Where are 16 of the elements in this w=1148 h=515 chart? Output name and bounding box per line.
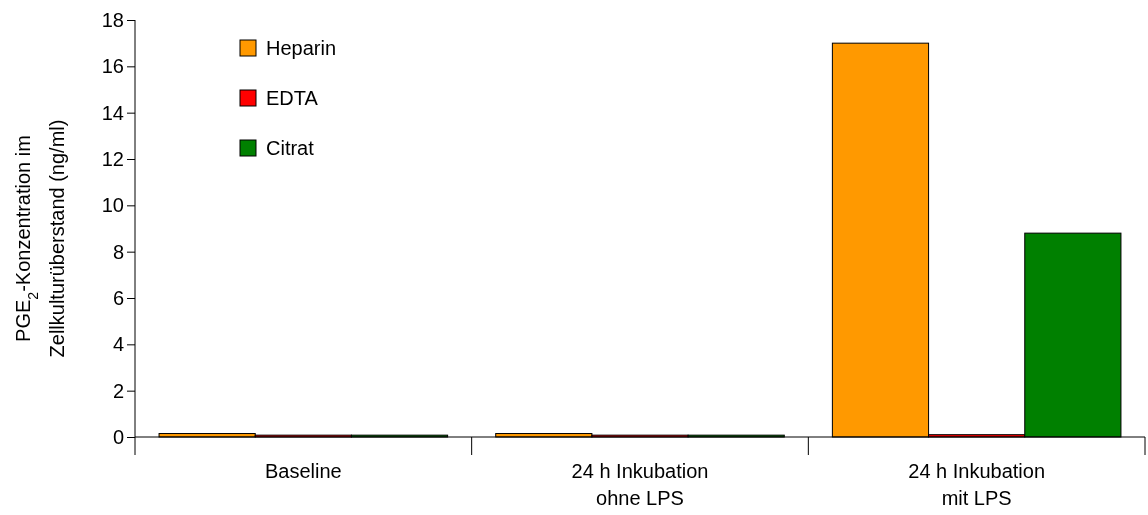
y-tick-label: 2: [112, 379, 124, 402]
y-tick-label: 12: [101, 147, 124, 170]
y-tick-label: 4: [112, 333, 124, 356]
y-tick-label: 10: [101, 194, 124, 217]
y-tick-label: 14: [101, 101, 124, 124]
y-tick-label: 8: [112, 240, 124, 263]
legend-label: EDTA: [266, 87, 319, 109]
legend-label: Heparin: [266, 37, 337, 59]
y-tick-label: 16: [101, 55, 124, 78]
legend-label: Citrat: [266, 137, 315, 159]
y-tick-label: 18: [101, 8, 124, 31]
x-tick-label: 24 h Inkubation ohne LPS: [571, 460, 709, 509]
x-tick-label: 24 h Inkubation mit LPS: [908, 460, 1046, 509]
x-tick-label: Baseline: [264, 460, 342, 482]
y-tick-label: 0: [112, 425, 124, 448]
y-tick-label: 6: [112, 286, 124, 309]
